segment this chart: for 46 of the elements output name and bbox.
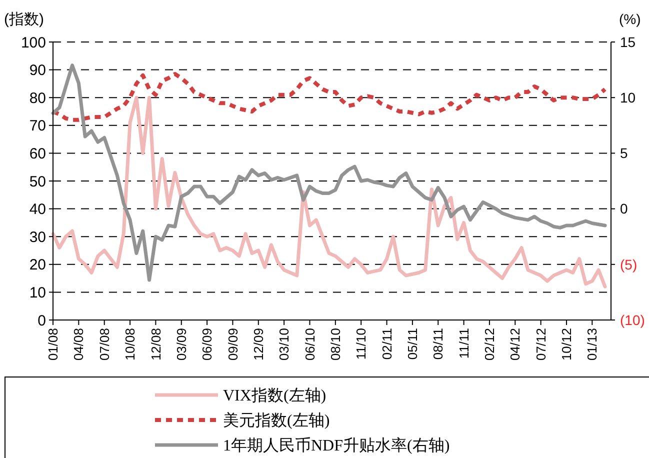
x-tick-label: 07/12	[533, 328, 548, 361]
x-tick-label: 03/09	[174, 328, 189, 361]
y-tick-label: 90	[29, 62, 46, 80]
x-tick-label: 01/08	[46, 328, 61, 361]
x-tick-label: 12/09	[250, 328, 266, 361]
line-series	[51, 64, 607, 282]
x-tick-label: 02/11	[379, 328, 394, 360]
x-tick-label: 11/11	[456, 328, 472, 359]
y-tick-label: 0	[38, 312, 46, 330]
x-tick-label: 10/12	[559, 328, 574, 361]
y-axis-title: (指数)	[4, 11, 44, 28]
y-tick-label: 70	[29, 118, 46, 135]
y-tick-label: 80	[29, 90, 46, 107]
y2-tick-label: 5	[620, 145, 628, 162]
x-tick-label: 06/10	[302, 328, 318, 361]
y2-tick-label: (5)	[620, 256, 638, 272]
x-tick-label: 10/08	[122, 328, 138, 361]
y2-tick-label: 0	[620, 200, 628, 217]
legend-label: VIX指数(左轴)	[223, 386, 326, 405]
y2-tick-label: 10	[620, 90, 636, 106]
y-tick-label: 30	[29, 228, 46, 246]
x-tick-label: 04/12	[508, 328, 523, 361]
x-tick-label: 06/09	[200, 328, 215, 361]
legend-label: 美元指数(左轴)	[223, 412, 330, 430]
y2-axis-title: (%)	[619, 11, 641, 27]
x-tick-label: 09/09	[225, 328, 240, 361]
x-tick-label: 04/08	[71, 328, 86, 361]
y2-tick-label: 15	[620, 34, 636, 50]
y-tick-label: 40	[29, 201, 46, 218]
x-tick-label: 03/10	[276, 328, 292, 361]
x-tick-label: 08/10	[328, 328, 343, 361]
y-tick-label: 10	[29, 284, 46, 302]
x-tick-label: 08/11	[430, 328, 446, 360]
x-tick-label: 11/10	[354, 328, 369, 360]
x-tick-label: 02/12	[482, 328, 498, 361]
line-series	[51, 96, 607, 288]
legend-label: 1年期人民币NDF升贴水率(右轴)	[223, 436, 450, 455]
x-tick-label: 05/11	[404, 328, 420, 360]
y-tick-label: 60	[29, 145, 46, 162]
x-tick-label: 01/13	[584, 328, 600, 361]
x-tick-label: 12/08	[148, 328, 164, 361]
x-tick-label: 07/08	[96, 328, 112, 361]
y-tick-label: 20	[29, 256, 46, 274]
y-tick-label: 50	[29, 173, 46, 190]
y2-tick-label: (10)	[620, 312, 645, 328]
y-tick-label: 100	[20, 34, 46, 52]
